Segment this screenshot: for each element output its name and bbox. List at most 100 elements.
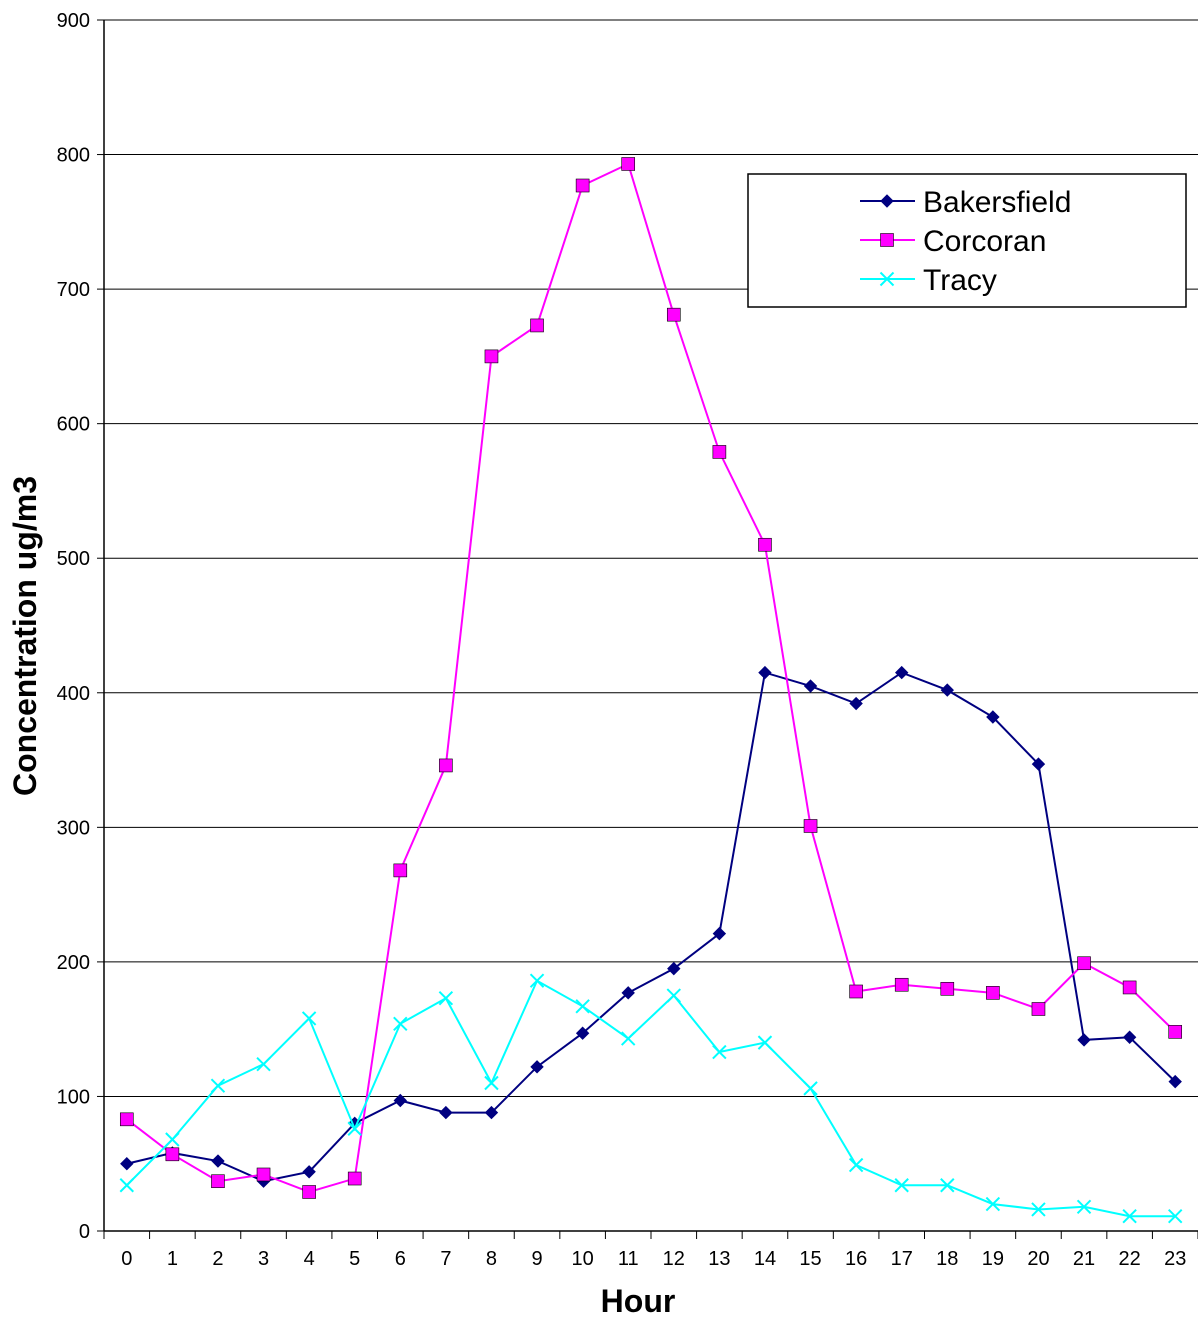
data-point-tracy (1031, 1202, 1046, 1217)
legend-box (747, 173, 1187, 308)
data-point-bakersfield (667, 961, 681, 976)
data-point-bakersfield (621, 986, 635, 1000)
data-point-tracy (940, 1178, 955, 1193)
data-point-corcoran (712, 445, 727, 459)
y-tick-label: 900 (57, 10, 90, 32)
data-point-tracy (803, 1081, 818, 1096)
data-point-corcoran (530, 318, 544, 333)
data-point-corcoran (256, 1167, 271, 1182)
data-point-tracy (848, 1157, 864, 1173)
data-point-corcoran (1077, 956, 1091, 971)
x-tick-label: 20 (1027, 1248, 1049, 1270)
data-point-corcoran (986, 986, 1000, 1000)
data-point-bakersfield (1168, 1074, 1182, 1089)
y-tick-label: 500 (57, 548, 90, 570)
x-tick-label: 5 (349, 1248, 360, 1270)
legend-marker (879, 271, 895, 287)
data-point-bakersfield (211, 1154, 225, 1168)
data-point-bakersfield (940, 683, 954, 697)
x-tick-label: 16 (845, 1248, 867, 1270)
data-point-corcoran (484, 349, 499, 364)
data-point-tracy (529, 973, 545, 988)
x-tick-label: 6 (395, 1248, 406, 1270)
data-point-bakersfield (530, 1060, 544, 1074)
x-tick-label: 23 (1164, 1248, 1186, 1270)
data-point-bakersfield (439, 1105, 453, 1120)
data-point-corcoran (1031, 1002, 1046, 1016)
data-point-bakersfield (803, 679, 818, 693)
x-tick-label: 10 (572, 1248, 594, 1270)
y-tick-label: 300 (57, 817, 90, 839)
x-tick-label: 3 (258, 1248, 269, 1270)
y-axis-title: Concentration ug/m3 (7, 476, 43, 796)
data-point-bakersfield (393, 1093, 407, 1108)
data-point-tracy (301, 1011, 317, 1026)
data-point-corcoran (575, 178, 590, 193)
data-point-tracy (1168, 1208, 1183, 1224)
legend-label: Bakersfield (923, 186, 1071, 219)
data-point-tracy (438, 991, 454, 1006)
data-point-tracy (119, 1178, 134, 1193)
series-group (119, 157, 1183, 1224)
data-point-corcoran (1168, 1025, 1183, 1039)
y-tick-label: 200 (57, 952, 90, 974)
data-point-corcoran (758, 537, 772, 552)
legend-marker (880, 233, 894, 247)
data-point-corcoran (119, 1112, 134, 1127)
data-point-corcoran (347, 1171, 362, 1186)
x-tick-label: 8 (486, 1248, 497, 1270)
data-point-tracy (1122, 1208, 1137, 1224)
data-point-corcoran (211, 1174, 225, 1189)
data-point-tracy (712, 1044, 727, 1060)
y-tick-label: 800 (57, 145, 90, 167)
y-axis-ticks: 0 100 200 300 400 500 600 700 800 900 (57, 10, 104, 1243)
data-point-tracy (666, 988, 681, 1003)
legend: Bakersfield Corcoran Tracy (747, 173, 1187, 308)
data-point-bakersfield (1031, 757, 1046, 771)
data-point-corcoran (849, 984, 863, 999)
legend-label: Corcoran (923, 225, 1046, 258)
x-axis-title: Hour (601, 1283, 676, 1319)
legend-item-corcoran: Corcoran (860, 225, 1046, 258)
data-point-corcoran (165, 1147, 180, 1162)
data-point-bakersfield (484, 1105, 499, 1120)
data-point-tracy (757, 1035, 773, 1050)
x-tick-label: 9 (531, 1248, 542, 1270)
x-tick-label: 2 (212, 1248, 223, 1270)
data-point-corcoran (302, 1185, 316, 1199)
legend-item-bakersfield: Bakersfield (860, 186, 1071, 219)
series-line-corcoran (126, 162, 1176, 1194)
legend-label: Tracy (923, 264, 997, 297)
x-axis-ticks: 0 1 2 3 4 5 6 7 8 9 10 11 12 13 14 15 16 17 18 19 20 21 22 23 (103, 1231, 1198, 1270)
data-point-bakersfield (120, 1157, 134, 1171)
data-point-corcoran (894, 977, 909, 992)
data-point-corcoran (940, 981, 955, 996)
data-point-corcoran (666, 307, 681, 322)
series-line-bakersfield (126, 671, 1176, 1183)
x-tick-label: 4 (304, 1248, 315, 1270)
x-tick-label: 1 (167, 1248, 178, 1270)
data-point-corcoran (621, 157, 636, 171)
data-point-tracy (484, 1075, 499, 1091)
series-tracy (119, 973, 1183, 1224)
y-tick-label: 100 (57, 1086, 90, 1108)
data-point-tracy (985, 1196, 1001, 1212)
series-bakersfield (120, 665, 1182, 1188)
data-point-tracy (256, 1056, 271, 1072)
legend-item-tracy: Tracy (860, 264, 997, 297)
data-point-corcoran (1122, 980, 1137, 995)
data-point-tracy (621, 1031, 636, 1046)
data-point-bakersfield (1077, 1033, 1091, 1047)
x-tick-label: 15 (799, 1248, 821, 1270)
data-point-corcoran (393, 863, 408, 878)
x-tick-label: 17 (891, 1248, 913, 1270)
series-line-tracy (126, 979, 1176, 1218)
data-point-bakersfield (758, 665, 772, 680)
x-tick-label: 14 (754, 1248, 776, 1270)
y-tick-label: 400 (57, 683, 90, 705)
data-point-bakersfield (575, 1026, 590, 1040)
data-point-tracy (165, 1132, 180, 1147)
data-point-tracy (575, 999, 590, 1014)
x-tick-label: 21 (1073, 1248, 1095, 1270)
